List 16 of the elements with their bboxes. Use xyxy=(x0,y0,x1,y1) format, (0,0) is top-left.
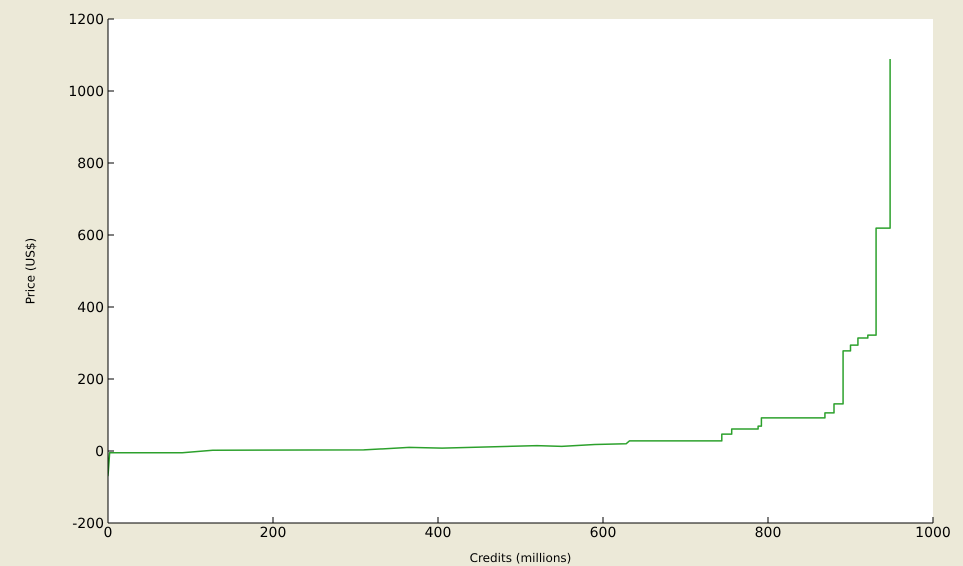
x-tick-label: 400 xyxy=(424,524,452,541)
x-tick-label: 1000 xyxy=(915,524,951,541)
x-tick-label: 200 xyxy=(260,524,286,541)
x-axis-title: Credits (millions) xyxy=(470,551,572,565)
x-tick-label: 600 xyxy=(590,524,616,541)
y-tick-label: 1200 xyxy=(68,12,104,28)
y-tick-label: 400 xyxy=(77,300,104,316)
y-axis-title: Price (US$) xyxy=(23,238,38,304)
y-tick-label: 200 xyxy=(77,372,104,388)
y-tick-label: 800 xyxy=(77,156,104,172)
x-tick-label: 800 xyxy=(754,524,782,541)
line-series xyxy=(108,58,891,477)
y-tick-label: 0 xyxy=(95,444,104,460)
y-tick-label: 1000 xyxy=(68,84,104,100)
y-tick-label: -200 xyxy=(72,516,104,532)
y-tick-label: 600 xyxy=(77,228,104,244)
